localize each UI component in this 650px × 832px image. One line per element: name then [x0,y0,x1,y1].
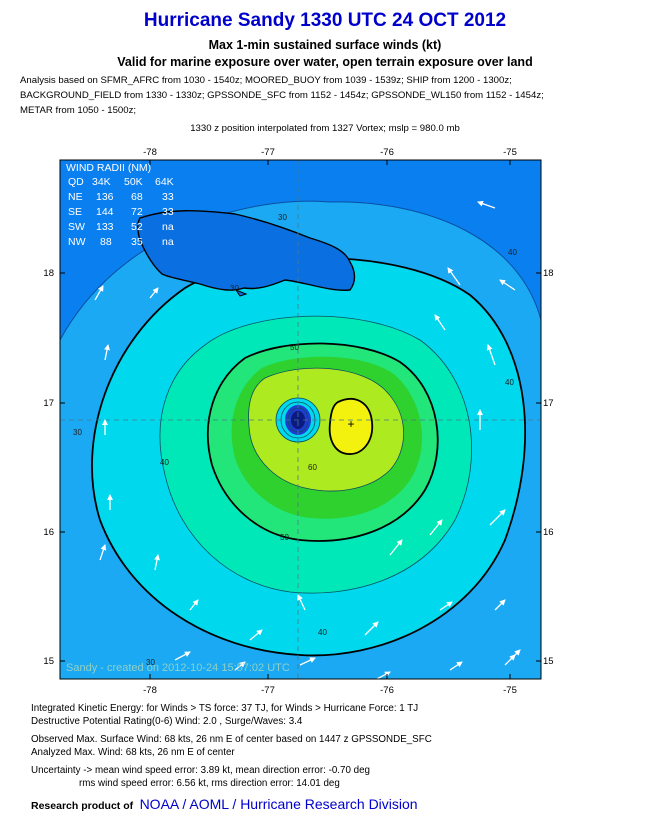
map-frame [59,159,542,680]
lat-tick-label-right: 15 [543,656,554,667]
radii-cell: 133 [96,221,114,233]
lon-axis-top: -78 -77 -76 -75 [143,147,517,158]
radii-cell: 88 [100,236,112,248]
rms-error-line: rms wind speed error: 6.56 kt, rms direc… [79,777,340,789]
lon-tick-label: -75 [503,147,517,158]
destructive-potential-line: Destructive Potential Rating(0-6) Wind: … [31,715,303,727]
contour-label: 60 [308,463,317,472]
wind-contour-bands: + [60,160,541,679]
coastline-jamaica [137,210,356,291]
radii-cell: SE [68,206,82,218]
radii-cell: NE [68,191,83,203]
radii-cell: NW [68,236,86,248]
wind-radii-table: WIND RADII (NM) QD 34K 50K 64K NE 136 68… [66,162,174,248]
radii-col: 34K [92,176,111,188]
lat-tick-label-right: 16 [543,527,554,538]
radii-col: QD [68,176,84,188]
analysis-line: Analysis based on SFMR_AFRC from 1030 - … [20,75,512,86]
contour-50kt [206,342,439,542]
contour-label: 40 [318,628,327,637]
analysis-line: METAR from 1050 - 1500z; [20,105,137,116]
radii-cell: 68 [131,191,143,203]
contour-label-group: 30 30 40 40 40 40 30 50 50 60 30 [73,213,517,667]
credit-organization-link[interactable]: NOAA / AOML / Hurricane Research Divisio… [139,796,418,812]
subtitle-exposure: Valid for marine exposure over water, op… [117,55,533,69]
contour-label: 40 [505,378,514,387]
lon-tick-label: -78 [143,685,157,696]
radii-col: 64K [155,176,174,188]
axis-ticks [60,160,541,679]
lat-tick-label: 15 [43,656,54,667]
contour-30 [60,200,541,341]
radii-cell: 33 [162,206,174,218]
radii-cell: 136 [96,191,114,203]
radii-cell: 144 [96,206,114,218]
created-note: Sandy - created on 2012-10-24 15:57:02 U… [66,662,290,674]
contour-label: 40 [508,248,517,257]
band-65kt [329,398,373,455]
radii-col: 50K [124,176,143,188]
contour-label: 30 [73,428,82,437]
contour-34kt [91,257,526,657]
radii-cell: 72 [131,206,143,218]
contour-64kt [328,398,374,455]
contour-label: 30 [278,213,287,222]
wind-vectors [94,200,521,679]
lon-tick-label: -77 [261,147,275,158]
contour-label: 50 [280,533,289,542]
contour-label: 50 [290,343,299,352]
lon-tick-label: -78 [143,147,157,158]
lat-tick-label: 16 [43,527,54,538]
radii-cell: 35 [131,236,143,248]
analysis-sources: Analysis based on SFMR_AFRC from 1030 - … [20,73,640,118]
lon-tick-label: -75 [503,685,517,696]
lon-tick-label: -76 [380,147,394,158]
radii-cell: SW [68,221,85,233]
wind-radii-header: WIND RADII (NM) [66,162,151,174]
lat-tick-label-right: 18 [543,268,554,279]
lat-tick-label-right: 17 [543,398,554,409]
radii-cell: 52 [131,221,143,233]
chart-title: Hurricane Sandy 1330 UTC 24 OCT 2012 [143,10,507,31]
lat-axis-left: 18 17 16 15 [43,268,54,667]
max-wind-marker: + [347,417,354,431]
subtitle-winds: Max 1-min sustained surface winds (kt) [208,38,442,52]
lat-tick-label: 18 [43,268,54,279]
observed-max-wind-line: Observed Max. Surface Wind: 68 kts, 26 n… [31,734,432,745]
lat-tick-label: 17 [43,398,54,409]
statistics-block: Integrated Kinetic Energy: for Winds > T… [31,703,641,790]
analyzed-max-wind-line: Analyzed Max. Wind: 68 kts, 26 nm E of c… [31,746,235,758]
lat-axis-right: 18 17 16 15 [543,268,554,667]
credit-lead: Research product of [31,800,134,812]
radii-cell: na [162,221,174,233]
wind-field-map: + [43,147,554,696]
band-60kt [248,368,404,491]
analysis-line: BACKGROUND_FIELD from 1330 - 1330z; GPSS… [20,90,544,101]
contour-label: 30 [230,284,239,293]
lon-tick-label: -76 [380,685,394,696]
credit-line: Research product of NOAA / AOML / Hurric… [31,796,631,814]
uncertainty-line: Uncertainty -> mean wind speed error: 3.… [31,765,370,776]
lon-axis-bottom: -78 -77 -76 -75 [143,685,517,696]
radii-cell: 33 [162,191,174,203]
contour-label: 40 [160,458,169,467]
radii-cell: na [162,236,174,248]
lon-tick-label: -77 [261,685,275,696]
contour-label: 30 [146,658,155,667]
position-note: 1330 z position interpolated from 1327 V… [190,123,460,134]
ike-line: Integrated Kinetic Energy: for Winds > T… [31,703,419,714]
